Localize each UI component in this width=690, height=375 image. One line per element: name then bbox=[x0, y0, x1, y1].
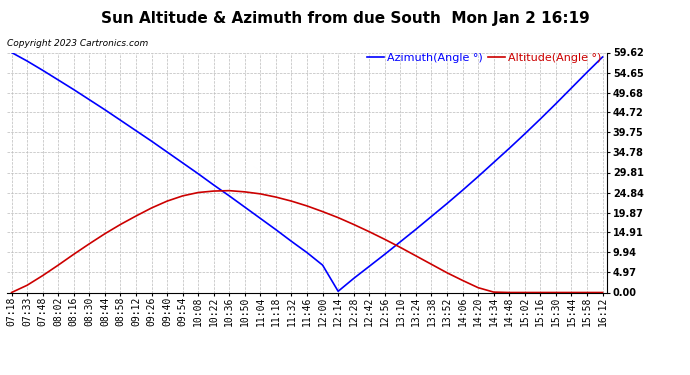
Legend: Azimuth(Angle °), Altitude(Angle °): Azimuth(Angle °), Altitude(Angle °) bbox=[367, 53, 602, 63]
Text: Copyright 2023 Cartronics.com: Copyright 2023 Cartronics.com bbox=[7, 39, 148, 48]
Text: Sun Altitude & Azimuth from due South  Mon Jan 2 16:19: Sun Altitude & Azimuth from due South Mo… bbox=[101, 11, 589, 26]
